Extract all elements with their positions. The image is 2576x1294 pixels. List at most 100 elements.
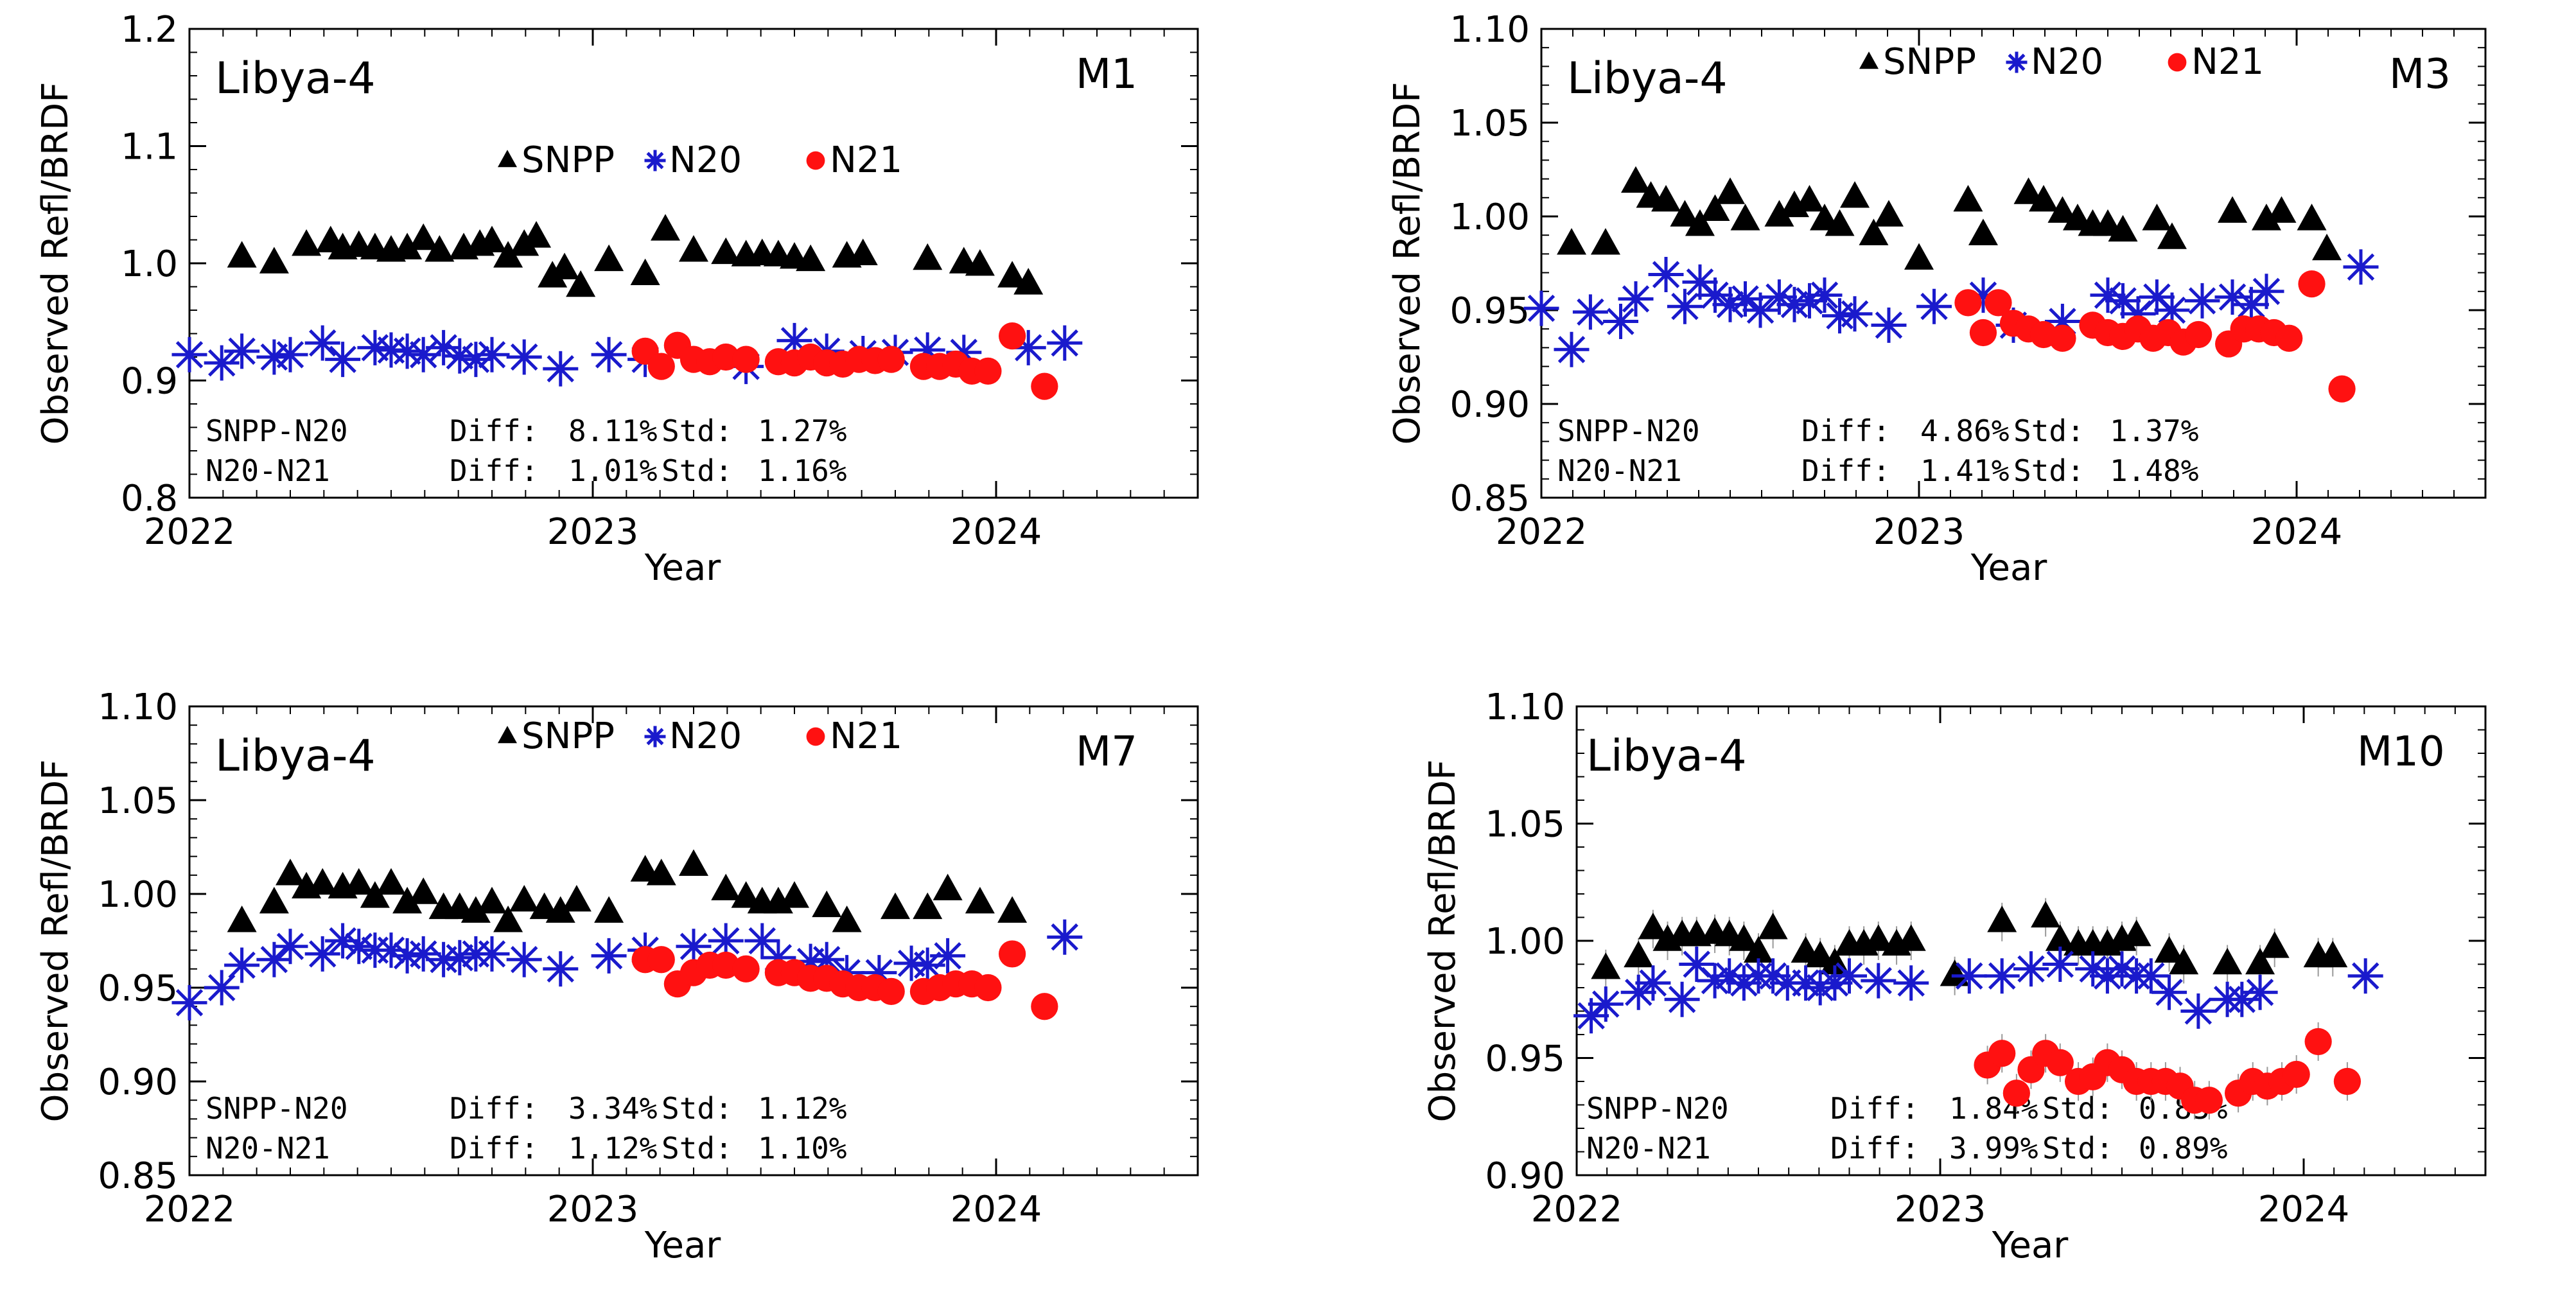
data-point-n20 xyxy=(676,929,712,965)
data-point-snpp xyxy=(408,223,439,250)
data-point-snpp xyxy=(651,214,681,241)
data-point-n20 xyxy=(1572,294,1608,330)
data-point-snpp xyxy=(2154,936,2184,963)
data-point-snpp xyxy=(477,886,507,914)
stat-diff-label: Diff: xyxy=(450,453,538,488)
data-point-snpp xyxy=(1987,905,2017,932)
data-point-n20 xyxy=(1807,277,1843,313)
data-point-n20 xyxy=(1861,963,1897,999)
data-point-snpp xyxy=(1744,936,1773,963)
data-point-n21 xyxy=(999,322,1026,350)
data-point-snpp xyxy=(2045,924,2075,951)
stat-std-value: 0.89% xyxy=(2139,1131,2227,1166)
stat-diff-value: 4.86% xyxy=(1920,414,2009,448)
data-point-snpp xyxy=(509,229,539,256)
data-point-n21 xyxy=(1031,372,1058,400)
data-point-n20 xyxy=(1837,296,1873,332)
data-point-snpp xyxy=(2259,931,2290,958)
data-point-snpp xyxy=(1840,181,1870,208)
data-point-snpp xyxy=(2318,940,2348,968)
data-point-n20 xyxy=(2089,958,2125,994)
data-point-snpp xyxy=(1715,177,1745,204)
data-point-n20 xyxy=(2139,279,2175,315)
panel-m3: 0.85 0.90 0.95 1.00 1.05 1.10 2022 2023 2024 Year… xyxy=(1387,9,2487,589)
data-point-snpp xyxy=(2013,177,2044,204)
series-snpp xyxy=(1557,166,2342,270)
data-point-n20 xyxy=(2044,304,2080,339)
data-point-n21 xyxy=(2195,1087,2223,1114)
data-point-snpp xyxy=(227,905,257,932)
data-point-n20 xyxy=(1047,919,1083,955)
series-n21 xyxy=(1974,1022,2361,1120)
data-point-n20 xyxy=(171,337,207,372)
data-point-n20 xyxy=(2151,974,2187,1010)
data-point-n20 xyxy=(204,970,240,1006)
stat-std-value: 1.48% xyxy=(2110,453,2198,488)
x-tick-label: 2024 xyxy=(2258,1189,2350,1230)
data-point-n20 xyxy=(861,955,897,991)
legend-marker-snpp xyxy=(498,150,517,168)
stat-diff-value: 1.12% xyxy=(568,1131,657,1166)
data-point-n20 xyxy=(272,337,308,372)
data-point-snpp xyxy=(1904,243,1934,270)
site-label: Libya-4 xyxy=(1586,731,1747,782)
data-point-n21 xyxy=(877,345,905,373)
y-tick-label: 1.10 xyxy=(98,686,178,728)
stat-std-label: Std: xyxy=(2042,1131,2114,1166)
stat-pair: SNPP-N20 xyxy=(1557,414,1700,448)
stat-pair: SNPP-N20 xyxy=(206,1091,348,1126)
data-point-n20 xyxy=(442,940,478,975)
data-point-snpp xyxy=(2142,204,2172,231)
data-point-n21 xyxy=(877,977,905,1005)
data-point-n20 xyxy=(2233,286,2269,322)
data-point-n20 xyxy=(543,351,579,387)
data-point-n20 xyxy=(946,335,982,371)
data-point-n21 xyxy=(647,353,675,380)
data-point-n20 xyxy=(1648,257,1684,292)
data-point-n21 xyxy=(1954,289,1982,317)
data-point-n20 xyxy=(442,338,478,374)
band-label: M3 xyxy=(2389,51,2451,98)
data-point-snpp xyxy=(550,252,580,279)
data-point-n20 xyxy=(426,941,462,977)
data-point-n20 xyxy=(1712,958,1748,994)
data-point-snpp xyxy=(460,896,491,923)
y-tick-label: 1.00 xyxy=(98,874,178,916)
data-point-n21 xyxy=(2002,1080,2030,1107)
y-axis-title: Observed Refl/BRDF xyxy=(35,82,76,445)
data-point-n20 xyxy=(1697,277,1733,313)
data-point-snpp xyxy=(679,235,708,262)
stat-diff-value: 1.41% xyxy=(1920,453,2009,488)
y-tick-label: 1.10 xyxy=(1485,686,1565,728)
site-label: Libya-4 xyxy=(215,731,376,782)
data-point-snpp xyxy=(832,905,862,932)
legend-label-snpp: SNPP xyxy=(1883,41,1976,83)
legend-label-n21: N21 xyxy=(830,139,902,181)
data-point-n20 xyxy=(341,929,377,965)
data-point-n20 xyxy=(2184,283,2220,319)
stat-diff-label: Diff: xyxy=(1801,414,1890,448)
data-point-n20 xyxy=(2347,958,2383,994)
data-point-snpp xyxy=(594,896,624,923)
data-point-n20 xyxy=(389,333,425,369)
data-point-snpp xyxy=(276,859,305,886)
series-n20 xyxy=(1523,249,2379,367)
data-point-n20 xyxy=(1802,970,1838,1006)
y-tick-label: 0.95 xyxy=(1450,290,1530,332)
legend-label-snpp: SNPP xyxy=(521,139,615,181)
panel-m7: 0.85 0.90 0.95 1.00 1.05 1.10 2022 2023 2024 Year… xyxy=(35,686,1199,1266)
data-point-n20 xyxy=(171,984,207,1020)
data-point-n20 xyxy=(2154,292,2190,328)
y-axis-title: Observed Refl/BRDF xyxy=(35,760,76,1123)
data-point-snpp xyxy=(1730,204,1760,231)
legend-marker-snpp xyxy=(498,726,517,744)
series-n20 xyxy=(171,919,1083,1020)
series-n20 xyxy=(171,322,1083,387)
data-point-n20 xyxy=(1916,288,1952,324)
data-point-n20 xyxy=(1832,958,1867,994)
legend-marker-snpp xyxy=(1859,51,1879,69)
data-point-n20 xyxy=(405,337,441,372)
data-point-n20 xyxy=(224,333,260,369)
legend-label-n20: N20 xyxy=(669,139,742,181)
data-point-snpp xyxy=(630,258,660,285)
